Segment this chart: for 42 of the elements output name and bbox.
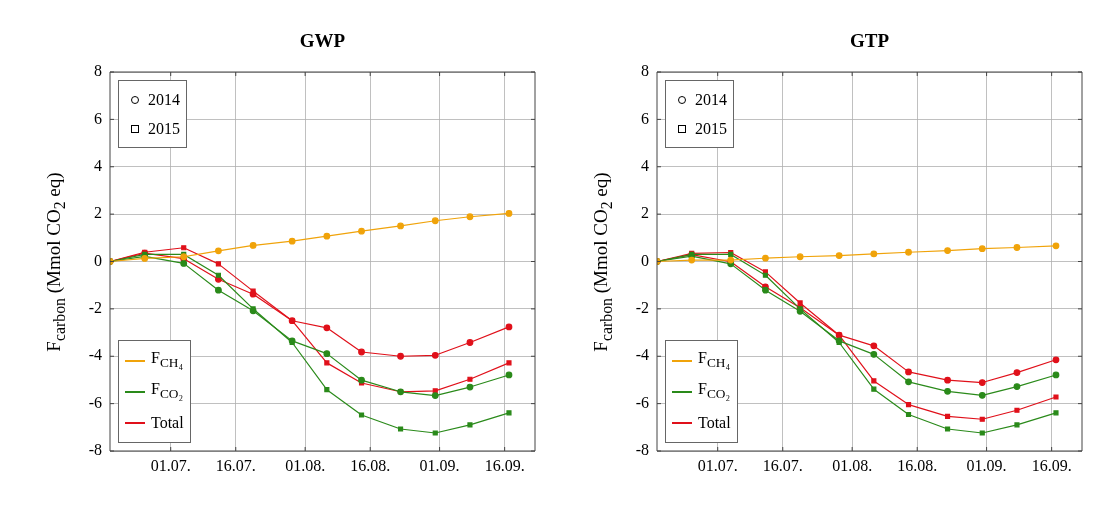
y-tick-label: 8	[641, 62, 649, 80]
y-tick-label: 0	[94, 251, 102, 269]
x-tick-label: 16.09.	[1031, 456, 1072, 474]
y-tick-label: -6	[635, 393, 649, 411]
x-tick-label: 01.07.	[150, 456, 191, 474]
y-tick-label: 0	[641, 251, 649, 269]
y-tick-label: -8	[88, 441, 102, 459]
x-tick-label: 01.09.	[419, 456, 460, 474]
annotation: 2015	[695, 119, 727, 138]
y-tick-label: -2	[635, 299, 649, 317]
x-tick-label: 01.08.	[285, 456, 326, 474]
legend-label: Total	[151, 413, 184, 432]
y-tick-label: 6	[94, 109, 102, 127]
annotation: 2014	[695, 90, 727, 109]
legend-label: F$_{CO₂}$	[698, 380, 731, 403]
y-tick-label: -6	[88, 393, 102, 411]
x-tick-label: 01.09.	[966, 456, 1007, 474]
x-tick-label: 16.07.	[762, 456, 803, 474]
y-tick-label: 2	[94, 204, 102, 222]
annotation: 2014	[148, 90, 180, 109]
legend-label: Total	[698, 413, 731, 432]
annotation: 2015	[148, 119, 180, 138]
legend-label: F$_{CH₄}$	[151, 349, 184, 372]
x-tick-label: 01.07.	[697, 456, 738, 474]
y-tick-label: -8	[635, 441, 649, 459]
chart-title: GWP	[298, 30, 347, 52]
x-tick-label: 16.07.	[215, 456, 256, 474]
x-tick-label: 16.08.	[350, 456, 391, 474]
y-tick-label: 4	[641, 156, 649, 174]
x-tick-label: 01.08.	[832, 456, 873, 474]
chart-title: GTP	[848, 30, 891, 52]
y-tick-label: 6	[641, 109, 649, 127]
y-tick-label: -4	[635, 346, 649, 364]
y-tick-label: 2	[641, 204, 649, 222]
y-tick-label: -4	[88, 346, 102, 364]
y-tick-label: 8	[94, 62, 102, 80]
x-tick-label: 16.09.	[484, 456, 525, 474]
y-tick-label: 4	[94, 156, 102, 174]
y-tick-label: -2	[88, 299, 102, 317]
legend-label: F$_{CH₄}$	[698, 349, 731, 372]
x-tick-label: 16.08.	[897, 456, 938, 474]
legend-label: F$_{CO₂}$	[151, 380, 184, 403]
